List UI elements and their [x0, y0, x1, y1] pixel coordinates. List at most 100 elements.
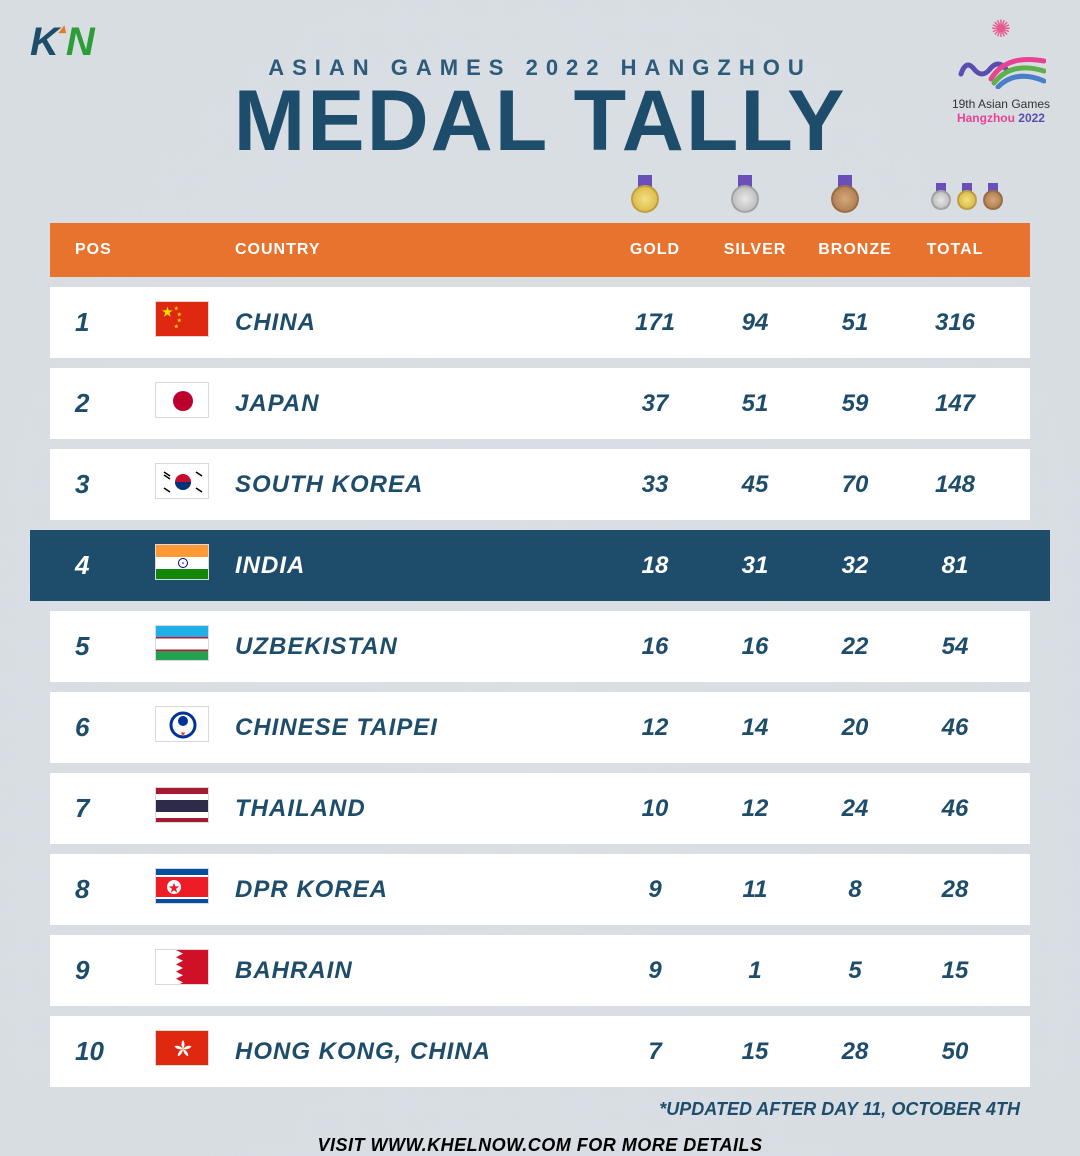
cell-gold: 37: [605, 390, 705, 418]
total-medals-icon: [929, 183, 1005, 215]
header-bronze: BRONZE: [805, 241, 905, 259]
flag-icon: [155, 382, 235, 425]
cell-country: CHINA: [235, 309, 605, 337]
cell-pos: 2: [75, 388, 155, 419]
cell-country: UZBEKISTAN: [235, 633, 605, 661]
header-country: COUNTRY: [235, 241, 605, 259]
silver-medal-icon: [729, 175, 761, 215]
svg-text:★: ★: [174, 324, 179, 330]
cell-silver: 31: [705, 552, 805, 580]
cell-gold: 33: [605, 471, 705, 499]
table-row: 5 UZBEKISTAN 16 16 22 54: [50, 611, 1030, 682]
header-total: TOTAL: [905, 241, 1005, 259]
cell-total: 316: [905, 309, 1005, 337]
table-row: 4 INDIA 18 31 32 81: [30, 530, 1050, 601]
cell-pos: 5: [75, 631, 155, 662]
cell-gold: 10: [605, 795, 705, 823]
cell-silver: 15: [705, 1038, 805, 1066]
table-row: 9 BAHRAIN 9 1 5 15: [50, 935, 1030, 1006]
cell-country: DPR KOREA: [235, 876, 605, 904]
svg-text:★: ★: [162, 305, 173, 319]
cell-country: JAPAN: [235, 390, 605, 418]
cell-gold: 7: [605, 1038, 705, 1066]
header: ASIAN GAMES 2022 HANGZHOU MEDAL TALLY: [50, 55, 1030, 160]
flag-icon: ★: [155, 868, 235, 911]
table-row: 8 ★ DPR KOREA 9 11 8 28: [50, 854, 1030, 925]
medal-icons-row: [50, 175, 1030, 223]
cell-total: 148: [905, 471, 1005, 499]
header-gold: GOLD: [605, 241, 705, 259]
flag-icon: [155, 787, 235, 830]
table-row: 10 HONG KONG, CHINA 7 15 28 50: [50, 1016, 1030, 1087]
header-silver: SILVER: [705, 241, 805, 259]
cell-pos: 7: [75, 793, 155, 824]
event-city: Hangzhou: [957, 111, 1015, 125]
cell-country: THAILAND: [235, 795, 605, 823]
brand-n: N: [66, 20, 95, 64]
cell-total: 28: [905, 876, 1005, 904]
cell-bronze: 8: [805, 876, 905, 904]
flag-icon: [155, 1030, 235, 1073]
flag-icon: [155, 625, 235, 668]
table-header: POS COUNTRY GOLD SILVER BRONZE TOTAL: [50, 223, 1030, 277]
svg-text:★: ★: [169, 881, 180, 895]
footer-text: VISIT WWW.KHELNOW.COM FOR MORE DETAILS: [50, 1135, 1030, 1156]
sun-icon: ✺: [952, 15, 1050, 44]
table-row: 3 SOUTH KOREA 33 45 70 148: [50, 449, 1030, 520]
cell-bronze: 20: [805, 714, 905, 742]
cell-pos: 3: [75, 469, 155, 500]
cell-total: 46: [905, 795, 1005, 823]
title: MEDAL TALLY: [50, 83, 1030, 160]
brand-logo: K▴N: [30, 20, 95, 65]
gold-medal-icon: [629, 175, 661, 215]
cell-pos: 10: [75, 1036, 155, 1067]
cell-country: BAHRAIN: [235, 957, 605, 985]
table-row: 7 THAILAND 10 12 24 46: [50, 773, 1030, 844]
cell-country: SOUTH KOREA: [235, 471, 605, 499]
medal-table: POS COUNTRY GOLD SILVER BRONZE TOTAL 1 ★…: [50, 223, 1030, 1087]
cell-silver: 16: [705, 633, 805, 661]
cell-pos: 6: [75, 712, 155, 743]
cell-country: HONG KONG, CHINA: [235, 1038, 605, 1066]
cell-bronze: 32: [805, 552, 905, 580]
flag-icon: [155, 544, 235, 587]
cell-total: 81: [905, 552, 1005, 580]
flag-icon: [155, 949, 235, 992]
wave-icon: [952, 49, 1050, 92]
cell-silver: 45: [705, 471, 805, 499]
cell-pos: 8: [75, 874, 155, 905]
cell-total: 15: [905, 957, 1005, 985]
cell-gold: 9: [605, 876, 705, 904]
cell-silver: 1: [705, 957, 805, 985]
cell-bronze: 28: [805, 1038, 905, 1066]
cell-bronze: 5: [805, 957, 905, 985]
cell-gold: 18: [605, 552, 705, 580]
cell-total: 147: [905, 390, 1005, 418]
cell-total: 54: [905, 633, 1005, 661]
table-row: 6 ☀ CHINESE TAIPEI 12 14 20 46: [50, 692, 1030, 763]
event-logo: ✺ 19th Asian Games Hangzhou 2022: [952, 15, 1050, 125]
cell-country: CHINESE TAIPEI: [235, 714, 605, 742]
cell-bronze: 51: [805, 309, 905, 337]
cell-pos: 9: [75, 955, 155, 986]
cell-bronze: 24: [805, 795, 905, 823]
cell-silver: 11: [705, 876, 805, 904]
svg-text:☀: ☀: [180, 731, 185, 738]
cell-total: 46: [905, 714, 1005, 742]
cell-pos: 1: [75, 307, 155, 338]
bronze-medal-icon: [829, 175, 861, 215]
cell-bronze: 70: [805, 471, 905, 499]
cell-silver: 94: [705, 309, 805, 337]
cell-bronze: 59: [805, 390, 905, 418]
cell-gold: 12: [605, 714, 705, 742]
event-edition: 19th Asian Games: [952, 97, 1050, 111]
brand-k: K: [30, 20, 59, 64]
cell-gold: 171: [605, 309, 705, 337]
table-row: 2 JAPAN 37 51 59 147: [50, 368, 1030, 439]
event-year: 2022: [1018, 111, 1045, 125]
flag-icon: ★★★★★: [155, 301, 235, 344]
cell-silver: 51: [705, 390, 805, 418]
cell-country: INDIA: [235, 552, 605, 580]
table-row: 1 ★★★★★ CHINA 171 94 51 316: [50, 287, 1030, 358]
cell-gold: 16: [605, 633, 705, 661]
